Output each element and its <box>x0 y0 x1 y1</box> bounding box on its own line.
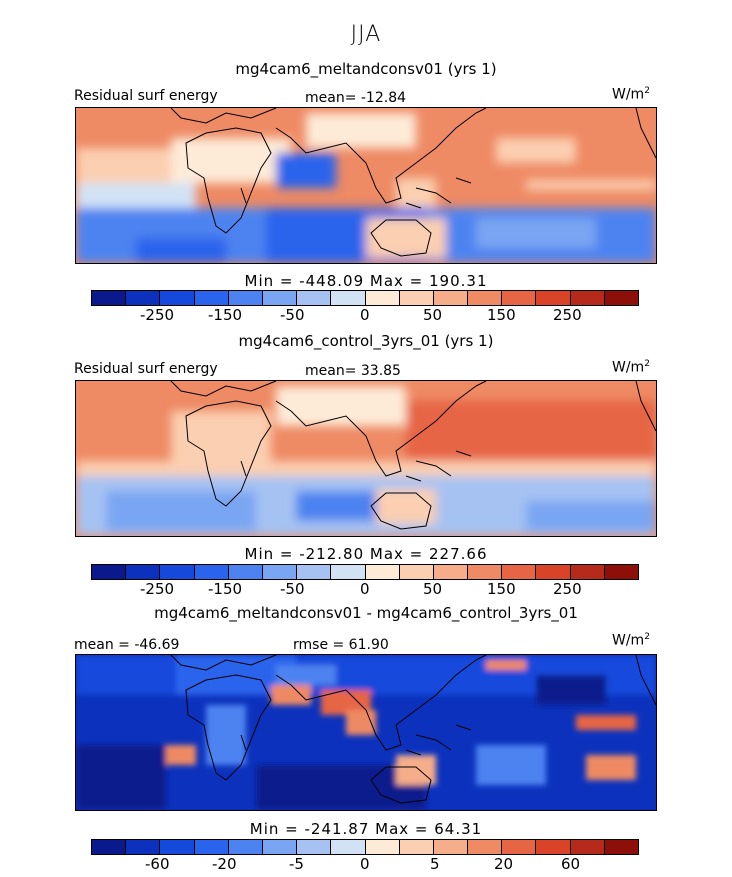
panel-2-colorbar <box>91 564 639 580</box>
colorbar-swatch <box>194 291 229 305</box>
colorbar-swatch <box>468 565 503 579</box>
colorbar-swatch <box>194 840 229 854</box>
colorbar-swatch <box>126 840 161 854</box>
colorbar-swatch <box>126 291 161 305</box>
colorbar-swatch <box>92 840 127 854</box>
panel-3-mean-label: mean = -46.69 <box>74 637 180 653</box>
colorbar-swatch <box>331 565 366 579</box>
colorbar-swatch <box>331 840 366 854</box>
panel-1-title: mg4cam6_meltandconsv01 (yrs 1) <box>235 60 497 78</box>
colorbar-swatch <box>502 291 537 305</box>
season-title: JJA <box>350 22 382 47</box>
panel-1-colorbar-tick: -150 <box>208 306 243 324</box>
panel-2-colorbar-tick: 150 <box>487 580 516 598</box>
panel-2-minmax: Min = -212.80 Max = 227.66 <box>244 545 488 563</box>
colorbar-swatch <box>297 291 332 305</box>
colorbar-swatch <box>365 291 400 305</box>
colorbar-swatch <box>468 840 503 854</box>
panel-2-colorbar-tick: -150 <box>208 580 243 598</box>
panel-2-colorbar-tick: 50 <box>423 580 443 598</box>
panel-3-colorbar-tick: -20 <box>212 855 237 873</box>
panel-1-colorbar-tick: 50 <box>423 306 443 324</box>
colorbar-swatch <box>570 840 605 854</box>
colorbar-swatch <box>297 840 332 854</box>
colorbar-swatch <box>604 840 638 854</box>
colorbar-swatch <box>160 565 195 579</box>
colorbar-swatch <box>262 840 298 854</box>
panel-1-colorbar-tick: 0 <box>360 306 370 324</box>
panel-2-map <box>75 380 657 537</box>
panel-3-minmax: Min = -241.87 Max = 64.31 <box>249 820 483 838</box>
colorbar-swatch <box>399 840 434 854</box>
colorbar-swatch <box>433 565 469 579</box>
panel-2-colorbar-tick: -250 <box>140 580 175 598</box>
colorbar-swatch <box>92 291 127 305</box>
colorbar-swatch <box>228 291 263 305</box>
colorbar-swatch <box>502 565 537 579</box>
colorbar-swatch <box>536 840 571 854</box>
colorbar-swatch <box>604 291 638 305</box>
colorbar-swatch <box>399 291 434 305</box>
panel-3-colorbar-tick: -5 <box>289 855 304 873</box>
panel-2-colorbar-tick: 250 <box>553 580 582 598</box>
colorbar-swatch <box>433 291 469 305</box>
panel-3-colorbar-tick: -60 <box>145 855 170 873</box>
colorbar-swatch <box>433 840 469 854</box>
colorbar-swatch <box>297 565 332 579</box>
panel-3-rmse-label: rmse = 61.90 <box>293 637 389 653</box>
panel-1-colorbar-tick: -50 <box>280 306 305 324</box>
colorbar-swatch <box>92 565 127 579</box>
panel-1-colorbar <box>91 290 639 306</box>
colorbar-swatch <box>331 291 366 305</box>
panel-1-units: W/m2 <box>612 86 650 103</box>
colorbar-swatch <box>536 565 571 579</box>
panel-3-units: W/m2 <box>612 632 650 649</box>
colorbar-swatch <box>604 565 638 579</box>
panel-3-colorbar <box>91 839 639 855</box>
panel-1-colorbar-tick: -250 <box>140 306 175 324</box>
colorbar-swatch <box>228 565 263 579</box>
panel-2-units: W/m2 <box>612 359 650 376</box>
panel-2-colorbar-tick: 0 <box>360 580 370 598</box>
panel-3-colorbar-tick: 0 <box>360 855 370 873</box>
colorbar-swatch <box>160 291 195 305</box>
colorbar-swatch <box>262 565 298 579</box>
colorbar-swatch <box>365 565 400 579</box>
colorbar-swatch <box>570 291 605 305</box>
panel-3-colorbar-tick: 5 <box>430 855 440 873</box>
colorbar-swatch <box>502 840 537 854</box>
colorbar-swatch <box>228 840 263 854</box>
panel-1-colorbar-tick: 250 <box>553 306 582 324</box>
panel-1-minmax: Min = -448.09 Max = 190.31 <box>244 272 488 290</box>
colorbar-swatch <box>262 291 298 305</box>
panel-2-mean-label: mean= 33.85 <box>305 363 401 379</box>
panel-1-colorbar-tick: 150 <box>487 306 516 324</box>
panel-1-variable-label: Residual surf energy <box>74 88 218 104</box>
panel-2-variable-label: Residual surf energy <box>74 361 218 377</box>
panel-1-map <box>75 107 657 264</box>
colorbar-swatch <box>536 291 571 305</box>
colorbar-swatch <box>468 291 503 305</box>
colorbar-swatch <box>160 840 195 854</box>
panel-3-map <box>75 654 657 811</box>
panel-2-colorbar-tick: -50 <box>280 580 305 598</box>
colorbar-swatch <box>399 565 434 579</box>
panel-2-title: mg4cam6_control_3yrs_01 (yrs 1) <box>238 332 494 350</box>
panel-3-title: mg4cam6_meltandconsv01 - mg4cam6_control… <box>154 604 578 622</box>
colorbar-swatch <box>194 565 229 579</box>
colorbar-swatch <box>126 565 161 579</box>
colorbar-swatch <box>570 565 605 579</box>
colorbar-swatch <box>365 840 400 854</box>
panel-3-colorbar-tick: 20 <box>494 855 514 873</box>
panel-1-mean-label: mean= -12.84 <box>305 90 407 106</box>
panel-3-colorbar-tick: 60 <box>561 855 581 873</box>
